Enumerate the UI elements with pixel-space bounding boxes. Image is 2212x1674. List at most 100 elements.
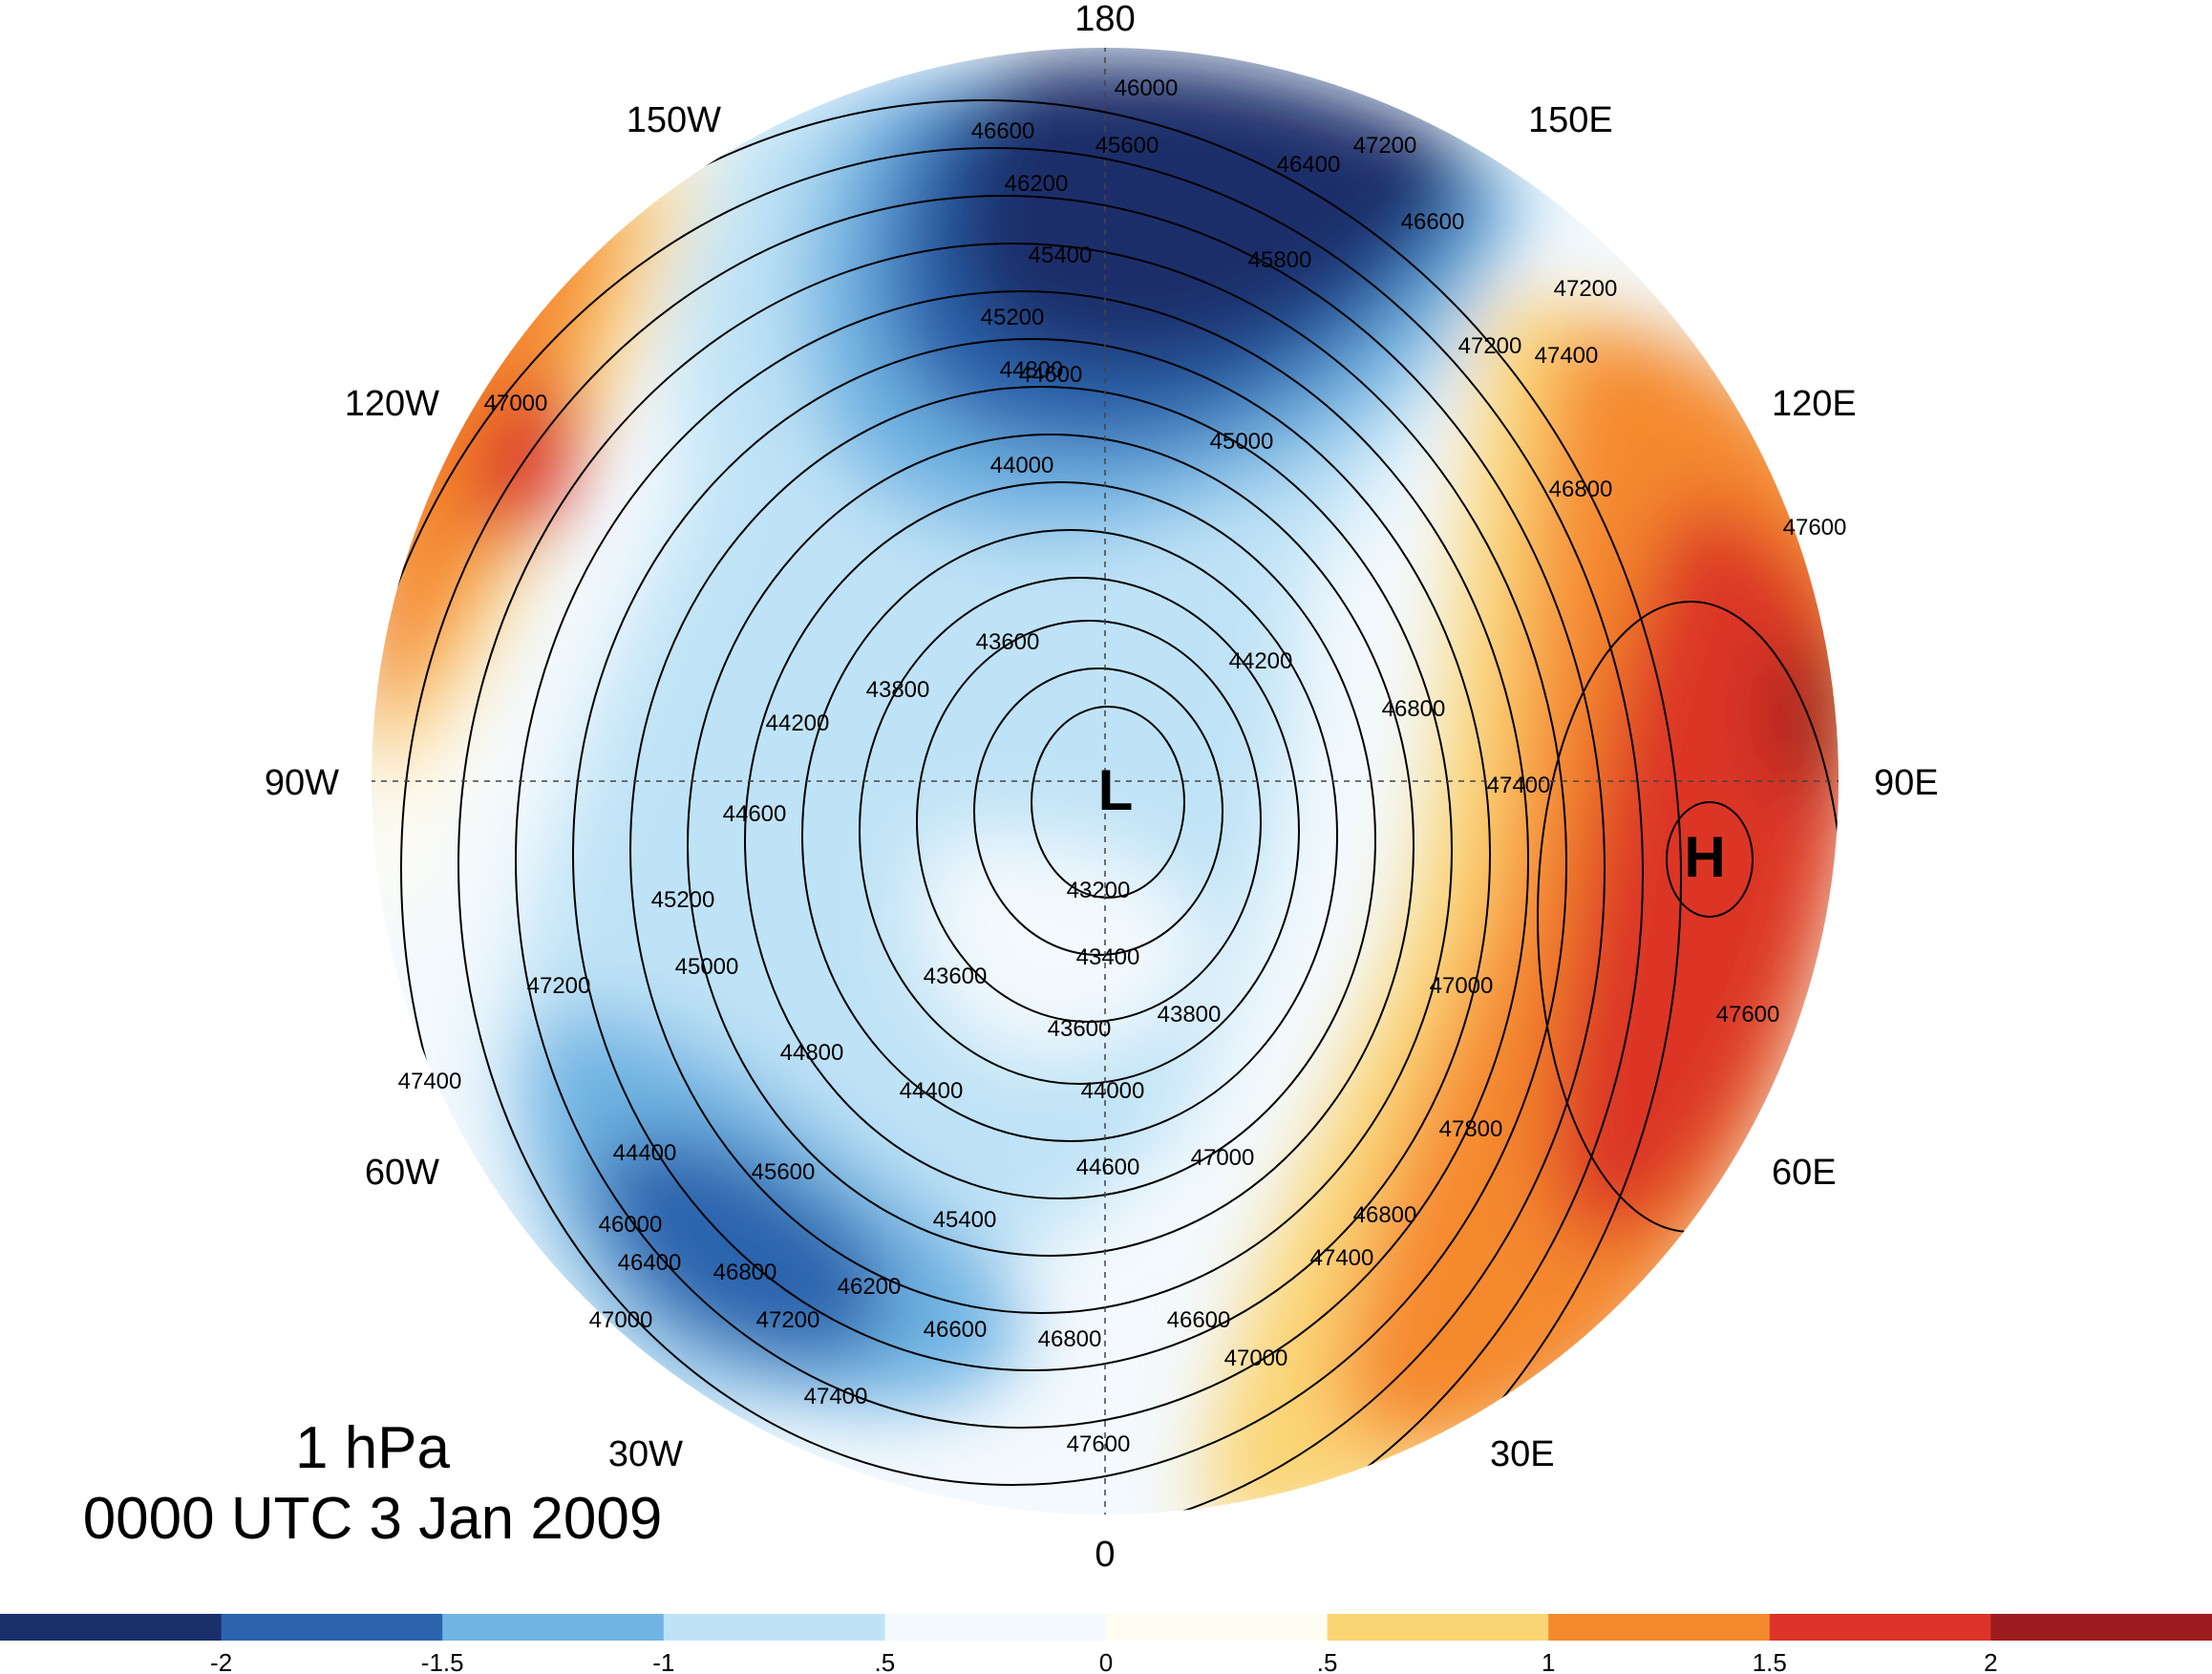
contour-value-label: 45600: [752, 1159, 816, 1185]
contour-value-label: 46600: [1167, 1307, 1231, 1333]
contour-value-label: 46400: [618, 1250, 682, 1276]
lon-0: 0: [1095, 1535, 1115, 1575]
colorbar-tick-label: -1.5: [421, 1648, 464, 1674]
contour-value-label: 46800: [1549, 477, 1613, 502]
contour-value-label: 44400: [613, 1140, 677, 1166]
contour-value-label: 45600: [1095, 133, 1159, 159]
colorbar-tick-label: .5: [875, 1648, 896, 1674]
contour-value-label: 45200: [651, 887, 715, 913]
contour-value-label: 44600: [1076, 1155, 1140, 1180]
contour-value-label: 44200: [1229, 648, 1293, 674]
title-block: 1 hPa 0000 UTC 3 Jan 2009: [38, 1413, 707, 1555]
contour-value-label: 45000: [675, 954, 739, 980]
contour-value-label: 47200: [1458, 333, 1522, 359]
contour-value-label: 46800: [713, 1260, 777, 1285]
colorbar-tick-label: .5: [1317, 1648, 1338, 1674]
contour-value-label: 44200: [766, 710, 830, 736]
contour-label-group: 43200 43400 43600 43600 43600 43800 43800 44000…: [398, 75, 1847, 1457]
contour-value-label: 45400: [933, 1207, 997, 1233]
contour-value-label: 46800: [1038, 1326, 1102, 1352]
longitude-labels: 180 150E 120E 90E 60E 30E 0 30W 60W 90W …: [265, 0, 1939, 1575]
contour-value-label: 43600: [1048, 1016, 1112, 1042]
pressure-level: 1 hPa: [294, 1415, 451, 1481]
lon-180: 180: [1074, 0, 1135, 39]
map-border: [368, 44, 1842, 1518]
lon-90w: 90W: [265, 763, 339, 803]
contour-value-label: 44000: [990, 453, 1054, 478]
contour-value-label: 47800: [1439, 1116, 1503, 1142]
contour-value-label: 46000: [1115, 75, 1179, 101]
contour-value-label: 46800: [1382, 696, 1446, 722]
colorbar-tick-label: 2: [1984, 1648, 1997, 1674]
contour-value-label: 46600: [924, 1317, 988, 1343]
contour-value-label: 47000: [1191, 1145, 1255, 1171]
grid-lines: [370, 46, 1840, 1516]
high-center-marker: H: [1684, 825, 1725, 889]
colorbar-box: [1327, 1614, 1549, 1641]
colorbar-box: [221, 1614, 443, 1641]
colorbar-box: [1769, 1614, 1991, 1641]
contour-value-label: 44400: [900, 1078, 964, 1104]
colorbar-box: [884, 1614, 1107, 1641]
contour-value-label: 47000: [1224, 1346, 1288, 1371]
contour-value-label: 47200: [756, 1307, 820, 1333]
contour-value-label: 47000: [1430, 973, 1494, 999]
colorbar: -2 -1.5 -1.5 0.5 1 1.5 2: [0, 1614, 2212, 1674]
colorbar-box: [442, 1614, 665, 1641]
contour-value-label: 43400: [1076, 944, 1140, 970]
lon-60e: 60E: [1772, 1153, 1837, 1193]
colorbar-box: [1106, 1614, 1329, 1641]
contour-value-label: 45400: [1029, 243, 1093, 268]
colorbar-tick-label: 0: [1099, 1648, 1113, 1674]
colorbar-tick-label: 1: [1542, 1648, 1555, 1674]
contour-value-label: 47400: [1535, 343, 1599, 369]
contour-value-label: 43200: [1067, 878, 1131, 903]
contour-value-label: 47400: [1487, 773, 1551, 798]
contour-value-label: 46200: [838, 1274, 902, 1300]
colorbar-tick-label: -1: [652, 1648, 674, 1674]
contour-value-label: 46600: [971, 118, 1035, 144]
contour-value-label: 47600: [1716, 1002, 1780, 1028]
lon-90e: 90E: [1874, 763, 1939, 803]
lon-150w: 150W: [627, 100, 721, 140]
valid-time: 0000 UTC 3 Jan 2009: [82, 1486, 663, 1552]
contour-value-label: 47200: [1554, 276, 1618, 302]
colorbar-box: [663, 1614, 885, 1641]
contour-value-label: 46200: [1005, 171, 1069, 197]
contour-value-label: 45200: [981, 305, 1045, 330]
height-contours: [370, 99, 1840, 1516]
contour-value-label: 44000: [1081, 1078, 1145, 1104]
contour-value-label: 46400: [1277, 152, 1341, 178]
contour-value-label: 44800: [780, 1040, 844, 1066]
low-center-marker: L: [1098, 758, 1134, 822]
lon-120w: 120W: [345, 384, 439, 424]
lon-30w: 30W: [608, 1434, 683, 1474]
contour-value-label: 45800: [1248, 247, 1312, 273]
contour-value-label: 46000: [599, 1212, 663, 1238]
contour-value-label: 47200: [1353, 133, 1417, 159]
contour-value-label: 45000: [1210, 429, 1274, 455]
contour-value-label: 47400: [1310, 1245, 1374, 1271]
contour-value-label: 43600: [976, 629, 1040, 655]
lon-60w: 60W: [365, 1153, 439, 1193]
contour-value-label: 47200: [527, 973, 591, 999]
contour-value-label: 44600: [723, 801, 787, 827]
lon-30e: 30E: [1490, 1434, 1555, 1474]
contour-value-label: 43800: [1158, 1002, 1222, 1028]
contour-value-label: 47400: [804, 1384, 868, 1409]
contour-value-label: 43800: [866, 677, 930, 703]
lon-150e: 150E: [1528, 100, 1613, 140]
contour-value-label: 46800: [1353, 1202, 1417, 1228]
colorbar-tick-label: 1.5: [1753, 1648, 1787, 1674]
colorbar-tick-label: -2: [210, 1648, 232, 1674]
contour-value-label: 47600: [1067, 1431, 1131, 1457]
contour-value-label: 44800: [1000, 357, 1064, 383]
colorbar-box: [1548, 1614, 1771, 1641]
lon-120e: 120E: [1772, 384, 1857, 424]
contour-value-label: 47000: [484, 391, 548, 416]
contour-value-label: 43600: [924, 964, 988, 989]
colorbar-box: [0, 1614, 223, 1641]
contour-value-label: 46600: [1401, 209, 1465, 235]
colorbar-box: [1990, 1614, 2212, 1641]
